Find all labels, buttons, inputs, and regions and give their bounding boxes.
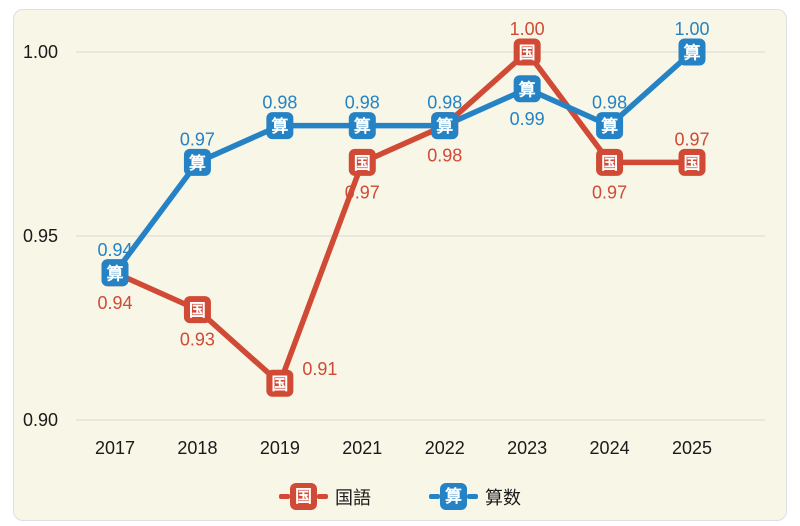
- marker-glyph: 国: [189, 301, 206, 320]
- data-label: 0.91: [302, 359, 337, 379]
- data-marker: [513, 75, 541, 103]
- data-marker: [266, 369, 294, 397]
- marker-glyph: 国: [684, 154, 701, 173]
- sansu-series-marker-icon: 算: [440, 483, 467, 510]
- data-label: 0.98: [427, 146, 462, 166]
- data-label: 1.00: [510, 19, 545, 39]
- series-line: [112, 49, 695, 386]
- x-tick-label: 2023: [507, 438, 547, 458]
- data-marker: [513, 38, 541, 66]
- data-label: 1.00: [674, 19, 709, 39]
- data-marker: [596, 148, 624, 176]
- data-marker: [101, 259, 129, 287]
- legend-line-stub: [279, 494, 290, 499]
- data-label: 0.97: [674, 129, 709, 149]
- data-label: 0.98: [262, 93, 297, 113]
- series-line: [112, 49, 695, 276]
- data-marker: [183, 148, 211, 176]
- marker-glyph: 算: [106, 263, 124, 283]
- x-tick-label: 2017: [95, 438, 135, 458]
- y-tick-label: 0.90: [23, 410, 58, 430]
- data-label: 0.97: [592, 182, 627, 202]
- marker-glyph: 国: [519, 44, 536, 63]
- data-marker: [348, 112, 376, 140]
- x-tick-label: 2025: [672, 438, 712, 458]
- legend-label-sansu: 算数: [485, 487, 521, 508]
- x-tick-label: 2024: [590, 438, 630, 458]
- x-tick-label: 2018: [177, 438, 217, 458]
- data-marker: [678, 38, 706, 66]
- data-label: 0.98: [345, 93, 380, 113]
- data-label: 0.99: [510, 109, 545, 129]
- legend-label-kokugo: 国語: [335, 487, 371, 508]
- y-tick-label: 1.00: [23, 42, 58, 62]
- data-label: 0.98: [592, 93, 627, 113]
- legend-line-stub: [317, 494, 328, 499]
- marker-glyph: 算: [683, 43, 701, 63]
- chart-panel: [13, 9, 787, 521]
- legend-item-kokugo: 国 国語: [279, 483, 371, 510]
- data-label: 0.98: [427, 93, 462, 113]
- marker-glyph: 算: [435, 116, 453, 136]
- data-marker: [183, 296, 211, 324]
- chart-legend: 国 国語 算 算数: [0, 483, 800, 510]
- data-label: 0.94: [97, 293, 132, 313]
- data-marker: [596, 112, 624, 140]
- data-marker: [431, 112, 459, 140]
- legend-line-stub: [467, 494, 478, 499]
- data-label: 0.97: [180, 129, 215, 149]
- x-tick-label: 2021: [342, 438, 382, 458]
- x-tick-label: 2022: [425, 438, 465, 458]
- marker-glyph: 算: [270, 116, 288, 136]
- marker-glyph: 算: [518, 79, 536, 99]
- marker-glyph: 国: [354, 154, 371, 173]
- legend-line-stub: [429, 494, 440, 499]
- x-tick-label: 2019: [260, 438, 300, 458]
- marker-glyph: 国: [601, 154, 618, 173]
- data-label: 0.97: [345, 182, 380, 202]
- marker-glyph: 算: [188, 153, 206, 173]
- marker-glyph: 算: [353, 116, 371, 136]
- data-label: 0.94: [97, 240, 132, 260]
- data-marker: [348, 148, 376, 176]
- data-label: 0.93: [180, 330, 215, 350]
- data-marker: [678, 148, 706, 176]
- marker-glyph: 算: [600, 116, 618, 136]
- legend-item-sansu: 算 算数: [429, 483, 521, 510]
- y-tick-label: 0.95: [23, 226, 58, 246]
- marker-glyph: 国: [271, 375, 288, 394]
- kokugo-series-marker-icon: 国: [290, 483, 317, 510]
- data-marker: [266, 112, 294, 140]
